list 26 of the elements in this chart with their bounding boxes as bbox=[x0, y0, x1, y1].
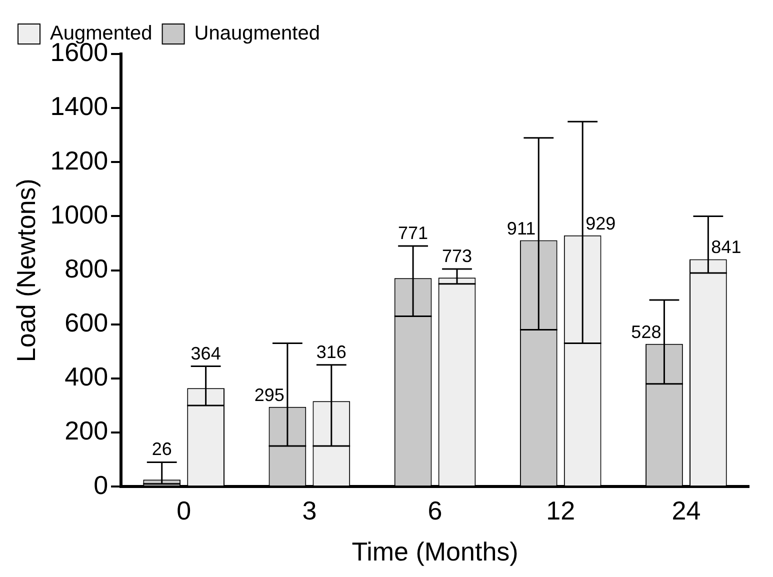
y-tick-label: 800 bbox=[64, 253, 108, 284]
x-tick-label: 0 bbox=[176, 495, 192, 526]
legend-label: Unaugmented bbox=[194, 22, 320, 45]
data-label: 841 bbox=[711, 237, 742, 258]
x-tick-label: 3 bbox=[302, 495, 317, 526]
x-axis-title: Time (Months) bbox=[352, 536, 518, 567]
x-tick-label: 6 bbox=[428, 495, 442, 526]
y-tick-label: 600 bbox=[64, 308, 108, 338]
data-label: 26 bbox=[152, 439, 172, 460]
y-tick-label: 1400 bbox=[50, 91, 108, 122]
data-label: 528 bbox=[631, 322, 662, 342]
y-axis-title: Load (Newtons) bbox=[10, 178, 41, 362]
data-label: 771 bbox=[398, 222, 428, 243]
data-label: 911 bbox=[506, 218, 536, 238]
x-tick-label: 24 bbox=[672, 495, 701, 526]
x-tick-label: 12 bbox=[546, 495, 576, 526]
data-label: 773 bbox=[442, 246, 472, 266]
data-label: 929 bbox=[586, 213, 616, 234]
y-tick-label: 0 bbox=[94, 470, 108, 500]
y-tick-label: 200 bbox=[64, 416, 108, 446]
y-tick-label: 1200 bbox=[50, 145, 108, 176]
data-label: 295 bbox=[254, 384, 284, 405]
y-tick-label: 1000 bbox=[50, 199, 108, 230]
data-label: 364 bbox=[190, 343, 221, 364]
data-label: 316 bbox=[316, 342, 346, 362]
y-tick-label: 400 bbox=[64, 362, 108, 392]
